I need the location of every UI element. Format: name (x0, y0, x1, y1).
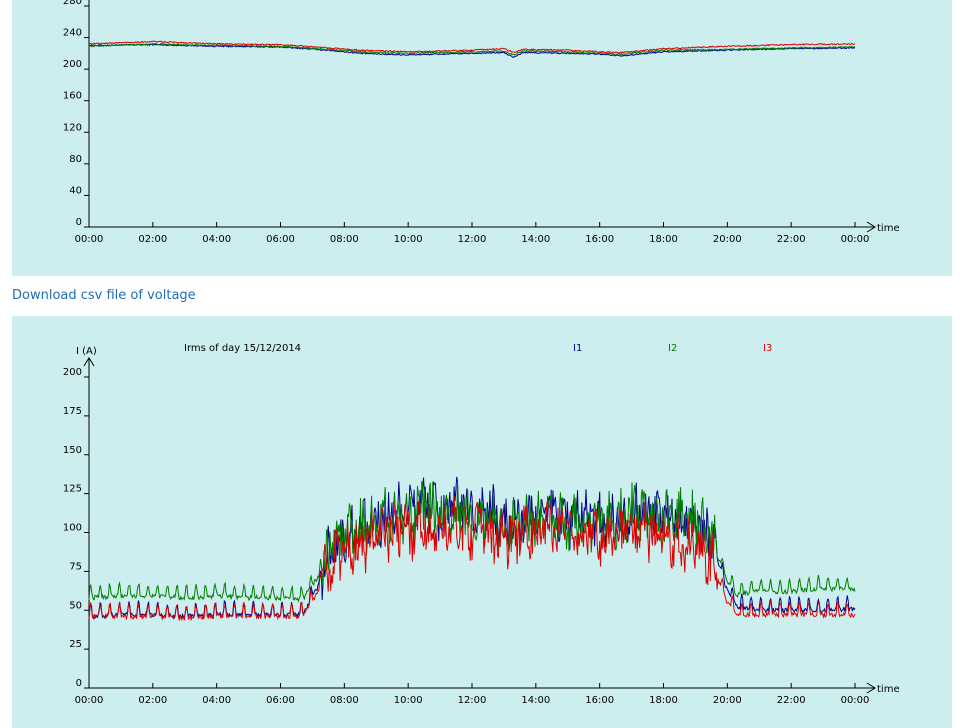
y-tick-label: 200 (63, 59, 82, 70)
voltage-chart-panel: time 0 40 80 120 160 200 240 280 00:00 02:00 04:00 0… (12, 0, 952, 276)
legend-entry: I3 (763, 343, 772, 354)
y-tick-label: 280 (63, 0, 82, 7)
chart-title: Irms of day 15/12/2014 (184, 343, 301, 354)
x-axis-label: time (877, 223, 900, 234)
series-line (88, 40, 856, 54)
x-tick-label: 00:00 (75, 695, 104, 706)
x-tick-label: 02:00 (138, 695, 167, 706)
x-tick-label: 06:00 (266, 234, 295, 245)
y-tick-label: 125 (63, 484, 82, 495)
x-tick-label: 22:00 (777, 695, 806, 706)
voltage-chart: time 0 40 80 120 160 200 240 280 00:00 02:00 04:00 0… (63, 0, 900, 245)
x-tick-label: 20:00 (713, 695, 742, 706)
x-tick-label: 08:00 (330, 234, 359, 245)
y-tick-label: 200 (63, 367, 82, 378)
x-tick-label: 00:00 (75, 234, 104, 245)
x-axis-label: time (877, 684, 900, 695)
x-tick-label: 10:00 (394, 695, 423, 706)
x-tick-label: 20:00 (713, 234, 742, 245)
y-tick-label: 175 (63, 406, 82, 417)
x-axis-arrow (866, 221, 876, 233)
x-tick-label: 08:00 (330, 695, 359, 706)
x-tick-label: 04:00 (202, 234, 231, 245)
x-tick-label: 22:00 (777, 234, 806, 245)
x-tick-label: 12:00 (458, 234, 487, 245)
y-tick-label: 120 (63, 122, 82, 133)
x-tick-label: 10:00 (394, 234, 423, 245)
x-tick-label: 18:00 (649, 695, 678, 706)
y-axis-label: I (A) (76, 346, 97, 357)
download-voltage-csv-link[interactable]: Download csv file of voltage (12, 288, 196, 303)
legend-entry: I2 (668, 343, 677, 354)
series-line (88, 480, 856, 603)
series-line (88, 42, 856, 56)
x-tick-label: 02:00 (138, 234, 167, 245)
legend-entry: I1 (573, 343, 582, 354)
y-tick-label: 100 (63, 523, 82, 534)
y-tick-label: 150 (63, 445, 82, 456)
current-chart-panel: time I (A) 0 25 50 75 100 125 150 175 200 00:00 02:0… (12, 316, 952, 728)
y-tick-label: 80 (69, 154, 82, 165)
x-axis-arrow (866, 682, 876, 694)
x-tick-label: 00:00 (841, 234, 870, 245)
x-tick-label: 14:00 (521, 695, 550, 706)
y-tick-label: 240 (63, 28, 82, 39)
y-tick-label: 50 (69, 600, 82, 611)
x-tick-label: 14:00 (521, 234, 550, 245)
y-tick-label: 0 (76, 217, 82, 228)
current-chart: time I (A) 0 25 50 75 100 125 150 175 200 00:00 02:0… (63, 343, 900, 706)
series-line (88, 495, 856, 622)
x-tick-label: 04:00 (202, 695, 231, 706)
x-tick-label: 00:00 (841, 695, 870, 706)
y-tick-label: 75 (69, 561, 82, 572)
y-tick-label: 0 (76, 678, 82, 689)
y-tick-label: 25 (69, 639, 82, 650)
x-tick-label: 16:00 (585, 234, 614, 245)
x-tick-label: 16:00 (585, 695, 614, 706)
x-tick-label: 06:00 (266, 695, 295, 706)
x-tick-label: 12:00 (458, 695, 487, 706)
y-tick-label: 40 (69, 185, 82, 196)
y-axis-arrow (83, 357, 95, 367)
x-tick-label: 18:00 (649, 234, 678, 245)
y-tick-label: 160 (63, 91, 82, 102)
